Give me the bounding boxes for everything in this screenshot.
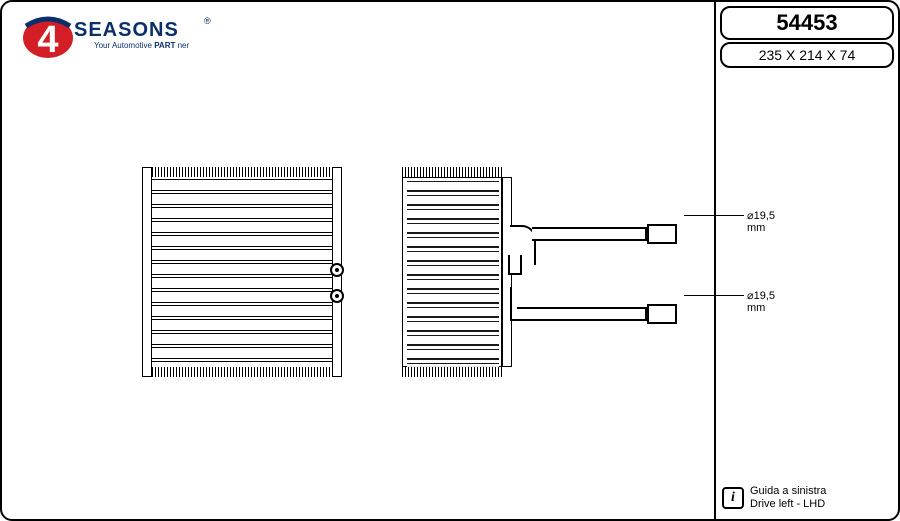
info-line-1: Guida a sinistra bbox=[750, 485, 826, 498]
logo-svg: 4 SEASONS ® Your Automotive PART ner bbox=[22, 10, 232, 62]
info-row: i Guida a sinistra Drive left - LHD bbox=[722, 485, 892, 511]
svg-text:4: 4 bbox=[37, 19, 58, 61]
front-endplate-left bbox=[142, 167, 152, 377]
part-number-box: 54453 bbox=[720, 6, 894, 40]
info-text: Guida a sinistra Drive left - LHD bbox=[750, 485, 826, 511]
front-core bbox=[152, 177, 332, 367]
tube-lower-end bbox=[647, 304, 677, 324]
side-core bbox=[402, 177, 502, 367]
page-frame: 4 SEASONS ® Your Automotive PART ner bbox=[0, 0, 900, 521]
tube-drop-upper bbox=[508, 255, 522, 275]
info-icon: i bbox=[722, 487, 744, 509]
port-lower bbox=[330, 289, 344, 303]
info-line-2: Drive left - LHD bbox=[750, 498, 826, 511]
front-view bbox=[142, 167, 342, 377]
brand-logo: 4 SEASONS ® Your Automotive PART ner bbox=[22, 10, 232, 62]
side-fins bbox=[407, 178, 499, 368]
front-header-bottom bbox=[152, 367, 332, 377]
dimensions-box: 235 X 214 X 74 bbox=[720, 42, 894, 68]
svg-text:®: ® bbox=[204, 16, 211, 26]
part-number: 54453 bbox=[776, 10, 837, 35]
side-header-top bbox=[402, 167, 502, 177]
overall-dimensions: 235 X 214 X 74 bbox=[759, 47, 856, 63]
svg-text:SEASONS: SEASONS bbox=[74, 19, 179, 41]
svg-text:Your Automotive PART ner: Your Automotive PART ner bbox=[94, 41, 189, 50]
side-view: ⌀19,5 mm ⌀19,5 mm bbox=[402, 167, 682, 377]
side-panel: 54453 235 X 214 X 74 i Guida a sinistra … bbox=[714, 2, 898, 519]
main-panel: 4 SEASONS ® Your Automotive PART ner bbox=[2, 2, 716, 519]
tube-upper-end bbox=[647, 224, 677, 244]
tube-lower bbox=[517, 307, 647, 321]
tube-upper bbox=[532, 227, 647, 241]
front-header-top bbox=[152, 167, 332, 177]
technical-diagram: ⌀19,5 mm ⌀19,5 mm bbox=[142, 157, 682, 397]
port-upper bbox=[330, 263, 344, 277]
side-header-bottom bbox=[402, 367, 502, 377]
